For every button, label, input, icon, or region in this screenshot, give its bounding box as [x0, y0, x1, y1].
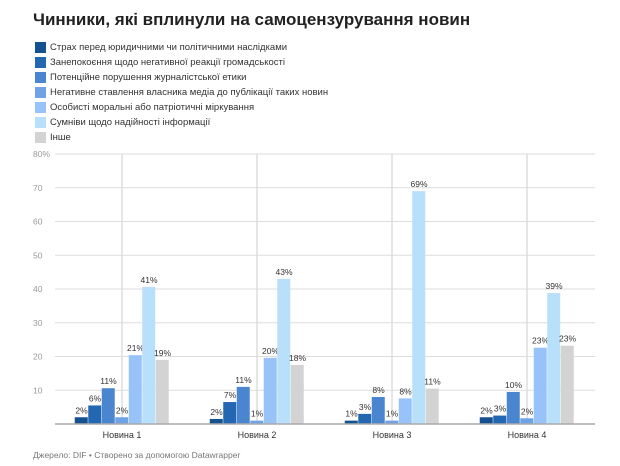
- legend-swatch: [35, 132, 46, 143]
- data-label: 23%: [559, 334, 576, 344]
- bar: [250, 420, 264, 424]
- data-label: 10%: [505, 380, 522, 390]
- data-label: 41%: [140, 275, 157, 285]
- x-tick-label: Новина 2: [238, 430, 277, 440]
- bar: [209, 418, 223, 424]
- bar: [263, 357, 277, 424]
- legend-item: Негативне ставлення власника медіа до пу…: [35, 85, 328, 100]
- bar: [425, 388, 439, 424]
- data-label: 69%: [410, 179, 427, 189]
- y-tick-label: 60: [33, 217, 43, 227]
- data-label: 2%: [116, 405, 129, 415]
- legend-label: Сумніви щодо надійності інформації: [50, 117, 211, 128]
- y-tick-label: 70: [33, 183, 43, 193]
- legend-label: Негативне ставлення власника медіа до пу…: [50, 87, 329, 98]
- data-label: 23%: [532, 336, 549, 346]
- legend-swatch: [35, 57, 46, 68]
- legend-item: Сумніви щодо надійності інформації: [35, 115, 328, 130]
- bar: [520, 418, 534, 424]
- bar: [142, 286, 156, 424]
- bar: [277, 278, 291, 424]
- legend-label: Потенційне порушення журналістської етик…: [50, 72, 247, 83]
- data-label: 19%: [154, 348, 171, 358]
- bar: [493, 415, 507, 424]
- legend-label: Занепокоєння щодо негативної реакції гро…: [50, 57, 285, 68]
- data-label: 3%: [359, 402, 372, 412]
- data-label: 11%: [235, 375, 252, 385]
- data-label: 18%: [289, 353, 306, 363]
- bar: [358, 413, 372, 424]
- bar: [88, 405, 102, 424]
- data-label: 3%: [494, 404, 507, 414]
- chart-title: Чинники, які вплинули на самоцензуруванн…: [33, 10, 471, 29]
- bar: [155, 359, 169, 424]
- bar: [101, 388, 115, 424]
- legend-swatch: [35, 87, 46, 98]
- bar: [398, 398, 412, 424]
- legend-swatch: [35, 42, 46, 53]
- legend-swatch: [35, 72, 46, 83]
- legend-swatch: [35, 117, 46, 128]
- x-tick-label: Новина 3: [373, 430, 412, 440]
- x-tick-label: Новина 4: [508, 430, 547, 440]
- data-label: 11%: [100, 376, 117, 386]
- bar: [506, 391, 520, 424]
- y-tick-label: 40: [33, 284, 43, 294]
- data-label: 21%: [127, 343, 144, 353]
- y-tick-label: 20: [33, 352, 43, 362]
- y-tick-label: 30: [33, 318, 43, 328]
- data-label: 2%: [480, 405, 493, 415]
- bar: [371, 397, 385, 424]
- data-label: 43%: [275, 267, 292, 277]
- bar: [479, 417, 493, 424]
- y-tick-label: 80%: [33, 149, 50, 159]
- data-label: 6%: [89, 393, 102, 403]
- legend-item: Потенційне порушення журналістської етик…: [35, 70, 328, 85]
- legend-label: Інше: [50, 132, 71, 143]
- legend-item: Страх перед юридичними чи політичними на…: [35, 40, 328, 55]
- data-label: 2%: [210, 407, 223, 417]
- data-label: 39%: [545, 281, 562, 291]
- data-label: 1%: [345, 409, 358, 419]
- data-label: 8%: [399, 386, 412, 396]
- bar: [412, 191, 426, 424]
- bar: [344, 420, 358, 424]
- legend-label: Страх перед юридичними чи політичними на…: [50, 42, 288, 53]
- y-tick-label: 10: [33, 385, 43, 395]
- legend-swatch: [35, 102, 46, 113]
- data-label: 2%: [75, 405, 88, 415]
- bar: [533, 347, 547, 424]
- data-label: 11%: [424, 377, 441, 387]
- data-label: 1%: [386, 409, 399, 419]
- legend: Страх перед юридичними чи політичними на…: [35, 40, 328, 145]
- legend-item: Інше: [35, 130, 328, 145]
- footer-source: Джерело: DIF • Створено за допомогою Dat…: [33, 450, 241, 460]
- bar: [128, 355, 142, 424]
- bar: [290, 364, 304, 424]
- bar: [547, 293, 561, 424]
- bar: [74, 417, 88, 424]
- x-tick-label: Новина 1: [103, 430, 142, 440]
- data-label: 7%: [224, 390, 237, 400]
- data-label: 2%: [521, 406, 534, 416]
- bar: [385, 420, 399, 424]
- bar: [115, 417, 129, 424]
- bar: [223, 402, 237, 424]
- bar: [560, 345, 574, 424]
- legend-label: Особисті моральні або патріотичні міркув…: [50, 102, 255, 113]
- data-label: 20%: [262, 346, 279, 356]
- legend-item: Занепокоєння щодо негативної реакції гро…: [35, 55, 328, 70]
- data-label: 8%: [372, 385, 385, 395]
- y-tick-label: 50: [33, 250, 43, 260]
- legend-item: Особисті моральні або патріотичні міркув…: [35, 100, 328, 115]
- bar: [236, 386, 250, 424]
- data-label: 1%: [251, 409, 264, 419]
